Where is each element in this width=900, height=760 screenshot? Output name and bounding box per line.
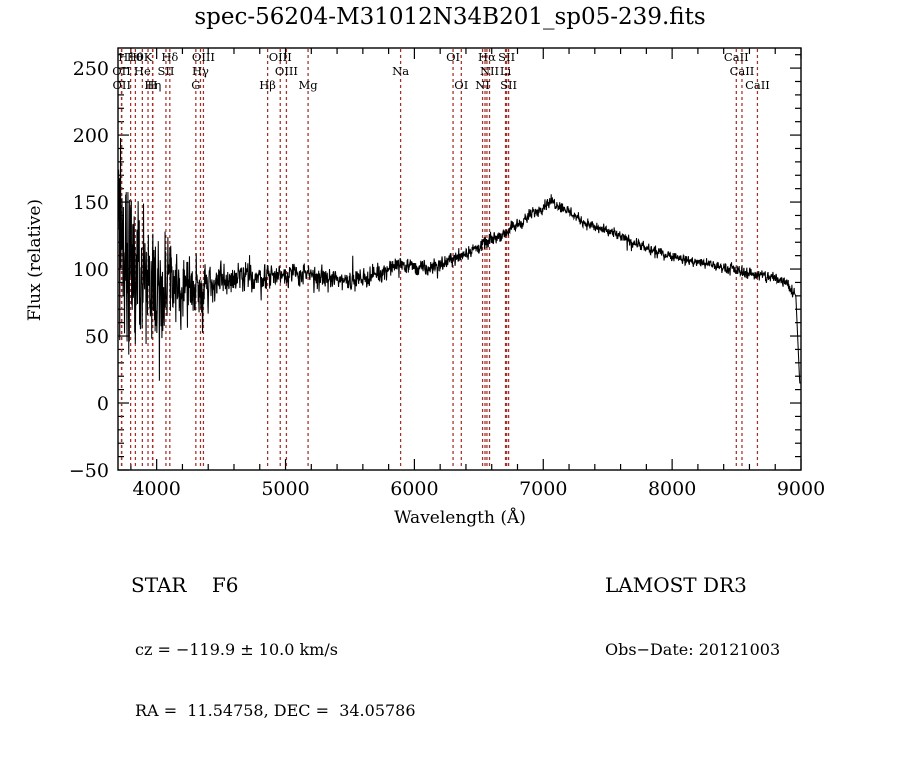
- spectral-line-label: Hη: [144, 78, 161, 92]
- axis-tick-labels: 4000 5000 6000 7000 8000 9000 −50 0 50 100 150 200 2…: [69, 58, 825, 500]
- spectral-line-label: Na: [392, 64, 409, 78]
- spectral-line-label: OI: [446, 50, 460, 64]
- spectral-line-label: CaII: [730, 64, 755, 78]
- flux-path: [118, 138, 801, 384]
- spectral-line-label: Mg: [299, 78, 319, 92]
- y-tick-label: 0: [97, 393, 109, 415]
- spectral-line-label: H10: [118, 50, 143, 64]
- spectral-line-label: OIII: [275, 64, 298, 78]
- y-tick-label: 50: [85, 326, 109, 348]
- spectral-line-label: K: [144, 50, 153, 64]
- spectral-line-label: OI: [454, 78, 468, 92]
- spectral-line-label: Hβ: [259, 78, 276, 92]
- spectral-line-label: He: [134, 64, 151, 78]
- survey-name: LAMOST DR3: [605, 573, 747, 597]
- redshift-line: cz = −119.9 ± 10.0 km/s: [135, 640, 338, 659]
- spectral-line-label: SII: [498, 50, 515, 64]
- spectral-line-label: Hθ: [127, 50, 144, 64]
- y-tick-label: 250: [73, 58, 109, 80]
- x-tick-label: 8000: [648, 478, 696, 500]
- spectral-line-label: CaII: [724, 50, 749, 64]
- spectral-line-label: H: [148, 78, 158, 92]
- y-tick-label: 100: [73, 259, 109, 281]
- observation-date: Obs−Date: 20121003: [605, 640, 781, 659]
- x-tick-label: 4000: [132, 478, 180, 500]
- spectral-line-label: NII: [480, 64, 499, 78]
- spectral-line-label: OII: [112, 64, 131, 78]
- metadata-right: LAMOST DR3 Obs−Date: 20121003: [605, 533, 780, 699]
- y-tick-label: 200: [73, 125, 109, 147]
- spectral-line-label: CaII: [745, 78, 770, 92]
- coordinates-line: RA = 11.54758, DEC = 34.05786: [135, 701, 416, 721]
- spectrum-canvas: 4000 5000 6000 7000 8000 9000 −50 0 50 100 150 200 2…: [25, 47, 825, 528]
- spectral-line-label: OII: [112, 78, 131, 92]
- spectral-line-label: Li: [500, 64, 512, 78]
- spectral-line-label: Hδ: [161, 50, 178, 64]
- page-title: spec-56204-M31012N34B201_sp05-239.fits: [194, 4, 706, 30]
- plot-frame: [117, 47, 802, 471]
- x-axis-label: Wavelength (Å): [394, 507, 526, 528]
- object-class-line: STAR F6: [131, 573, 239, 597]
- spectral-line-label: G: [191, 78, 200, 92]
- spectrum-figure: spec-56204-M31012N34B201_sp05-239.fits 4…: [25, 4, 825, 720]
- spectral-line-markers: [120, 49, 759, 469]
- y-tick-label: −50: [69, 460, 109, 482]
- x-tick-label: 5000: [261, 478, 309, 500]
- spectral-line-label: NI: [475, 78, 490, 92]
- x-tick-label: 6000: [390, 478, 438, 500]
- flux-trace: [118, 138, 801, 384]
- spectral-line-label: OIII: [192, 50, 215, 64]
- y-tick-label: 150: [73, 192, 109, 214]
- x-tick-label: 9000: [777, 478, 825, 500]
- spectral-line-label: SII: [157, 64, 174, 78]
- y-axis-label: Flux (relative): [25, 199, 45, 321]
- x-tick-label: 7000: [519, 478, 567, 500]
- spectral-line-label: Hγ: [192, 64, 209, 78]
- spectral-line-label: SII: [500, 78, 517, 92]
- spectral-line-label: OIII: [269, 50, 292, 64]
- metadata-left: STAR F6 cz = −119.9 ± 10.0 km/s RA = 11.…: [131, 533, 416, 760]
- spectral-line-label: Hα: [478, 50, 496, 64]
